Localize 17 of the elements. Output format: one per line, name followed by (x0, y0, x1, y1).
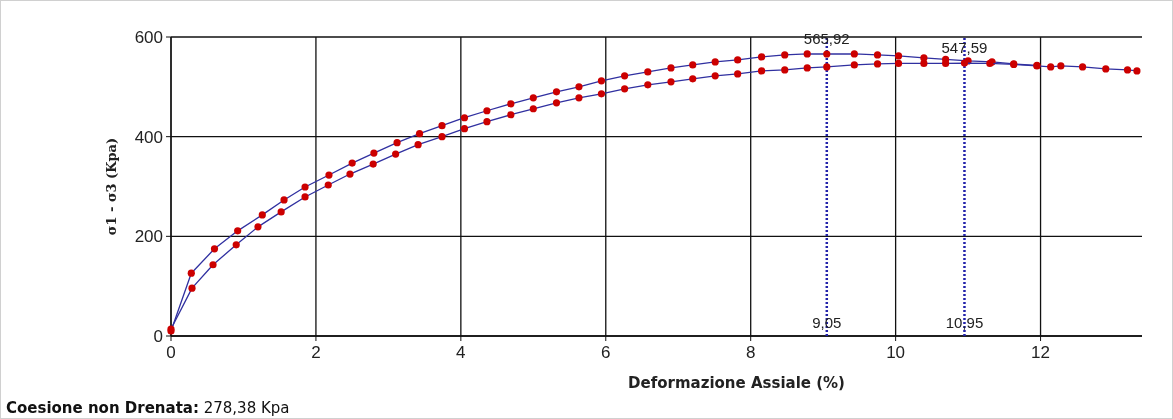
ref-line-label: 10,95 (945, 314, 984, 331)
x-tick-label: 2 (311, 343, 321, 362)
text: Coesione non Drenata: 278,38 Kpa (6, 399, 290, 417)
x-axis-title: Deformazione Assiale (%) (628, 374, 845, 392)
x-tick-label: 4 (456, 343, 466, 362)
y-axis-title: σ1 - σ3 (Kpa) (104, 137, 119, 236)
x-tick-label: 10 (886, 343, 906, 362)
y-tick-label: 0 (153, 327, 163, 346)
x-tick-label: 12 (1031, 343, 1051, 362)
x-tick-label: 8 (745, 343, 756, 362)
annotation: 547,59 (941, 39, 988, 57)
y-tick-label: 400 (134, 127, 163, 147)
x-tick-label: 6 (601, 343, 611, 362)
y-tick-label: 600 (134, 28, 163, 47)
y-tick-label: 200 (134, 227, 163, 247)
x-tick-label: 0 (166, 343, 176, 362)
ref-line-label: 9,05 (812, 314, 842, 331)
